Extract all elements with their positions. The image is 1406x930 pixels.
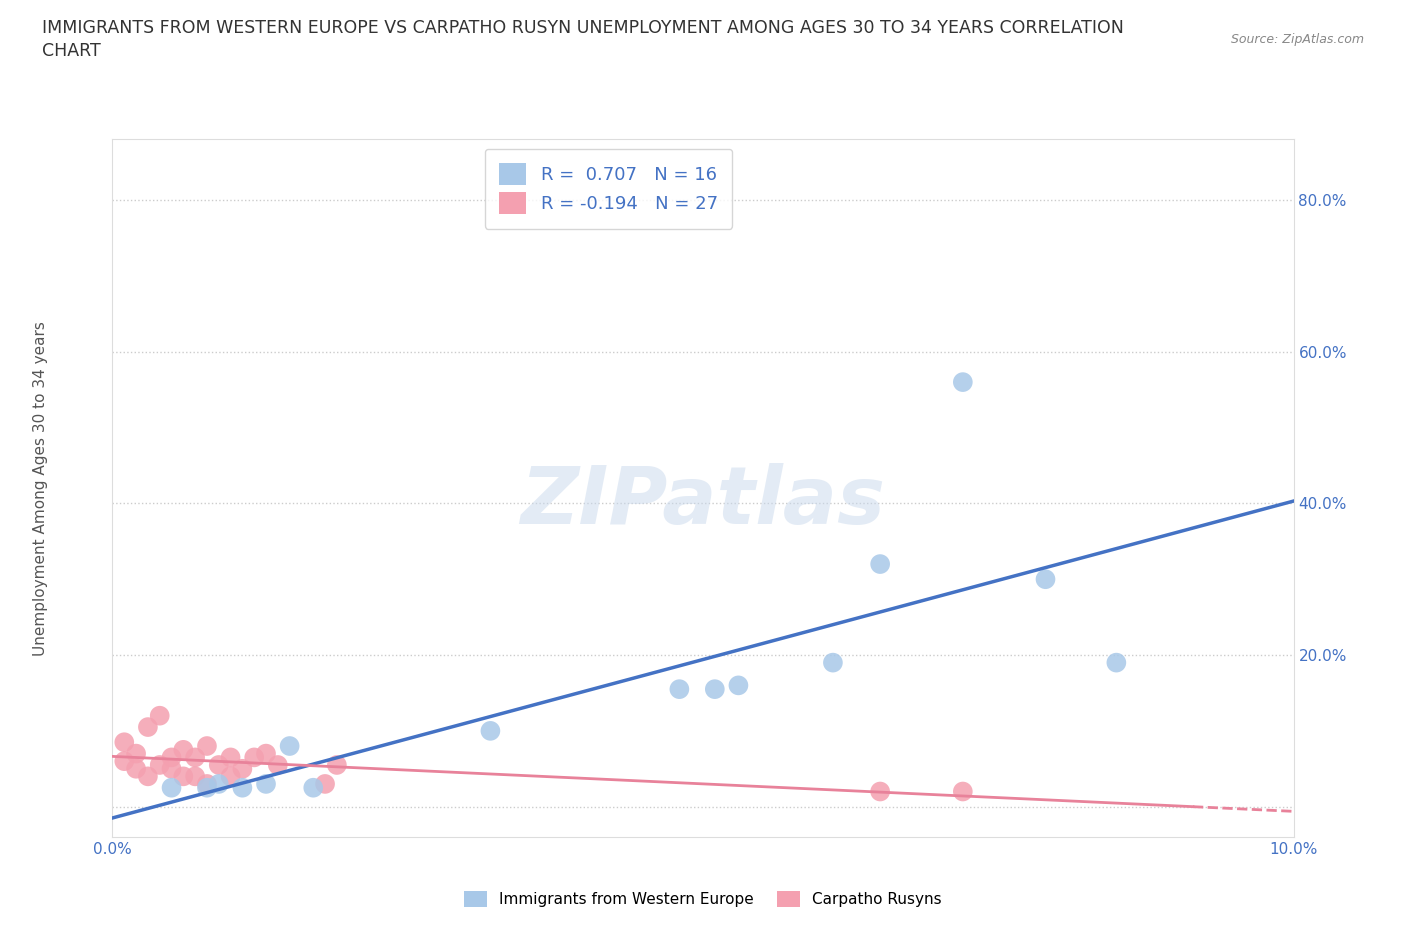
Text: ZIPatlas: ZIPatlas: [520, 463, 886, 541]
Point: [668, 682, 690, 697]
Point: [195, 780, 218, 795]
Point: [208, 758, 231, 773]
Point: [254, 746, 277, 761]
Text: CHART: CHART: [42, 42, 101, 60]
Point: [160, 780, 183, 795]
Point: [125, 762, 148, 777]
Point: [136, 720, 159, 735]
Point: [136, 769, 159, 784]
Point: [231, 762, 253, 777]
Point: [112, 753, 135, 768]
Point: [267, 758, 290, 773]
Point: [314, 777, 336, 791]
Point: [727, 678, 749, 693]
Point: [125, 746, 148, 761]
Point: [184, 769, 207, 784]
Point: [278, 738, 301, 753]
Legend: R =  0.707   N = 16, R = -0.194   N = 27: R = 0.707 N = 16, R = -0.194 N = 27: [485, 149, 733, 229]
Point: [208, 777, 231, 791]
Y-axis label: Unemployment Among Ages 30 to 34 years: Unemployment Among Ages 30 to 34 years: [32, 321, 48, 656]
Text: Source: ZipAtlas.com: Source: ZipAtlas.com: [1230, 33, 1364, 46]
Point: [703, 682, 725, 697]
Point: [869, 784, 891, 799]
Text: IMMIGRANTS FROM WESTERN EUROPE VS CARPATHO RUSYN UNEMPLOYMENT AMONG AGES 30 TO 3: IMMIGRANTS FROM WESTERN EUROPE VS CARPAT…: [42, 19, 1123, 36]
Point: [869, 557, 891, 572]
Point: [952, 784, 974, 799]
Point: [172, 742, 194, 757]
Point: [231, 780, 253, 795]
Point: [1105, 656, 1128, 671]
Point: [821, 656, 844, 671]
Legend: Immigrants from Western Europe, Carpatho Rusyns: Immigrants from Western Europe, Carpatho…: [458, 884, 948, 913]
Point: [160, 762, 183, 777]
Point: [149, 709, 172, 724]
Point: [112, 735, 135, 750]
Point: [479, 724, 502, 738]
Point: [326, 758, 349, 773]
Point: [149, 758, 172, 773]
Point: [952, 375, 974, 390]
Point: [195, 777, 218, 791]
Point: [243, 750, 266, 764]
Point: [302, 780, 325, 795]
Point: [195, 738, 218, 753]
Point: [219, 769, 242, 784]
Point: [254, 777, 277, 791]
Point: [219, 750, 242, 764]
Point: [172, 769, 194, 784]
Point: [160, 750, 183, 764]
Point: [184, 750, 207, 764]
Point: [1035, 572, 1057, 587]
